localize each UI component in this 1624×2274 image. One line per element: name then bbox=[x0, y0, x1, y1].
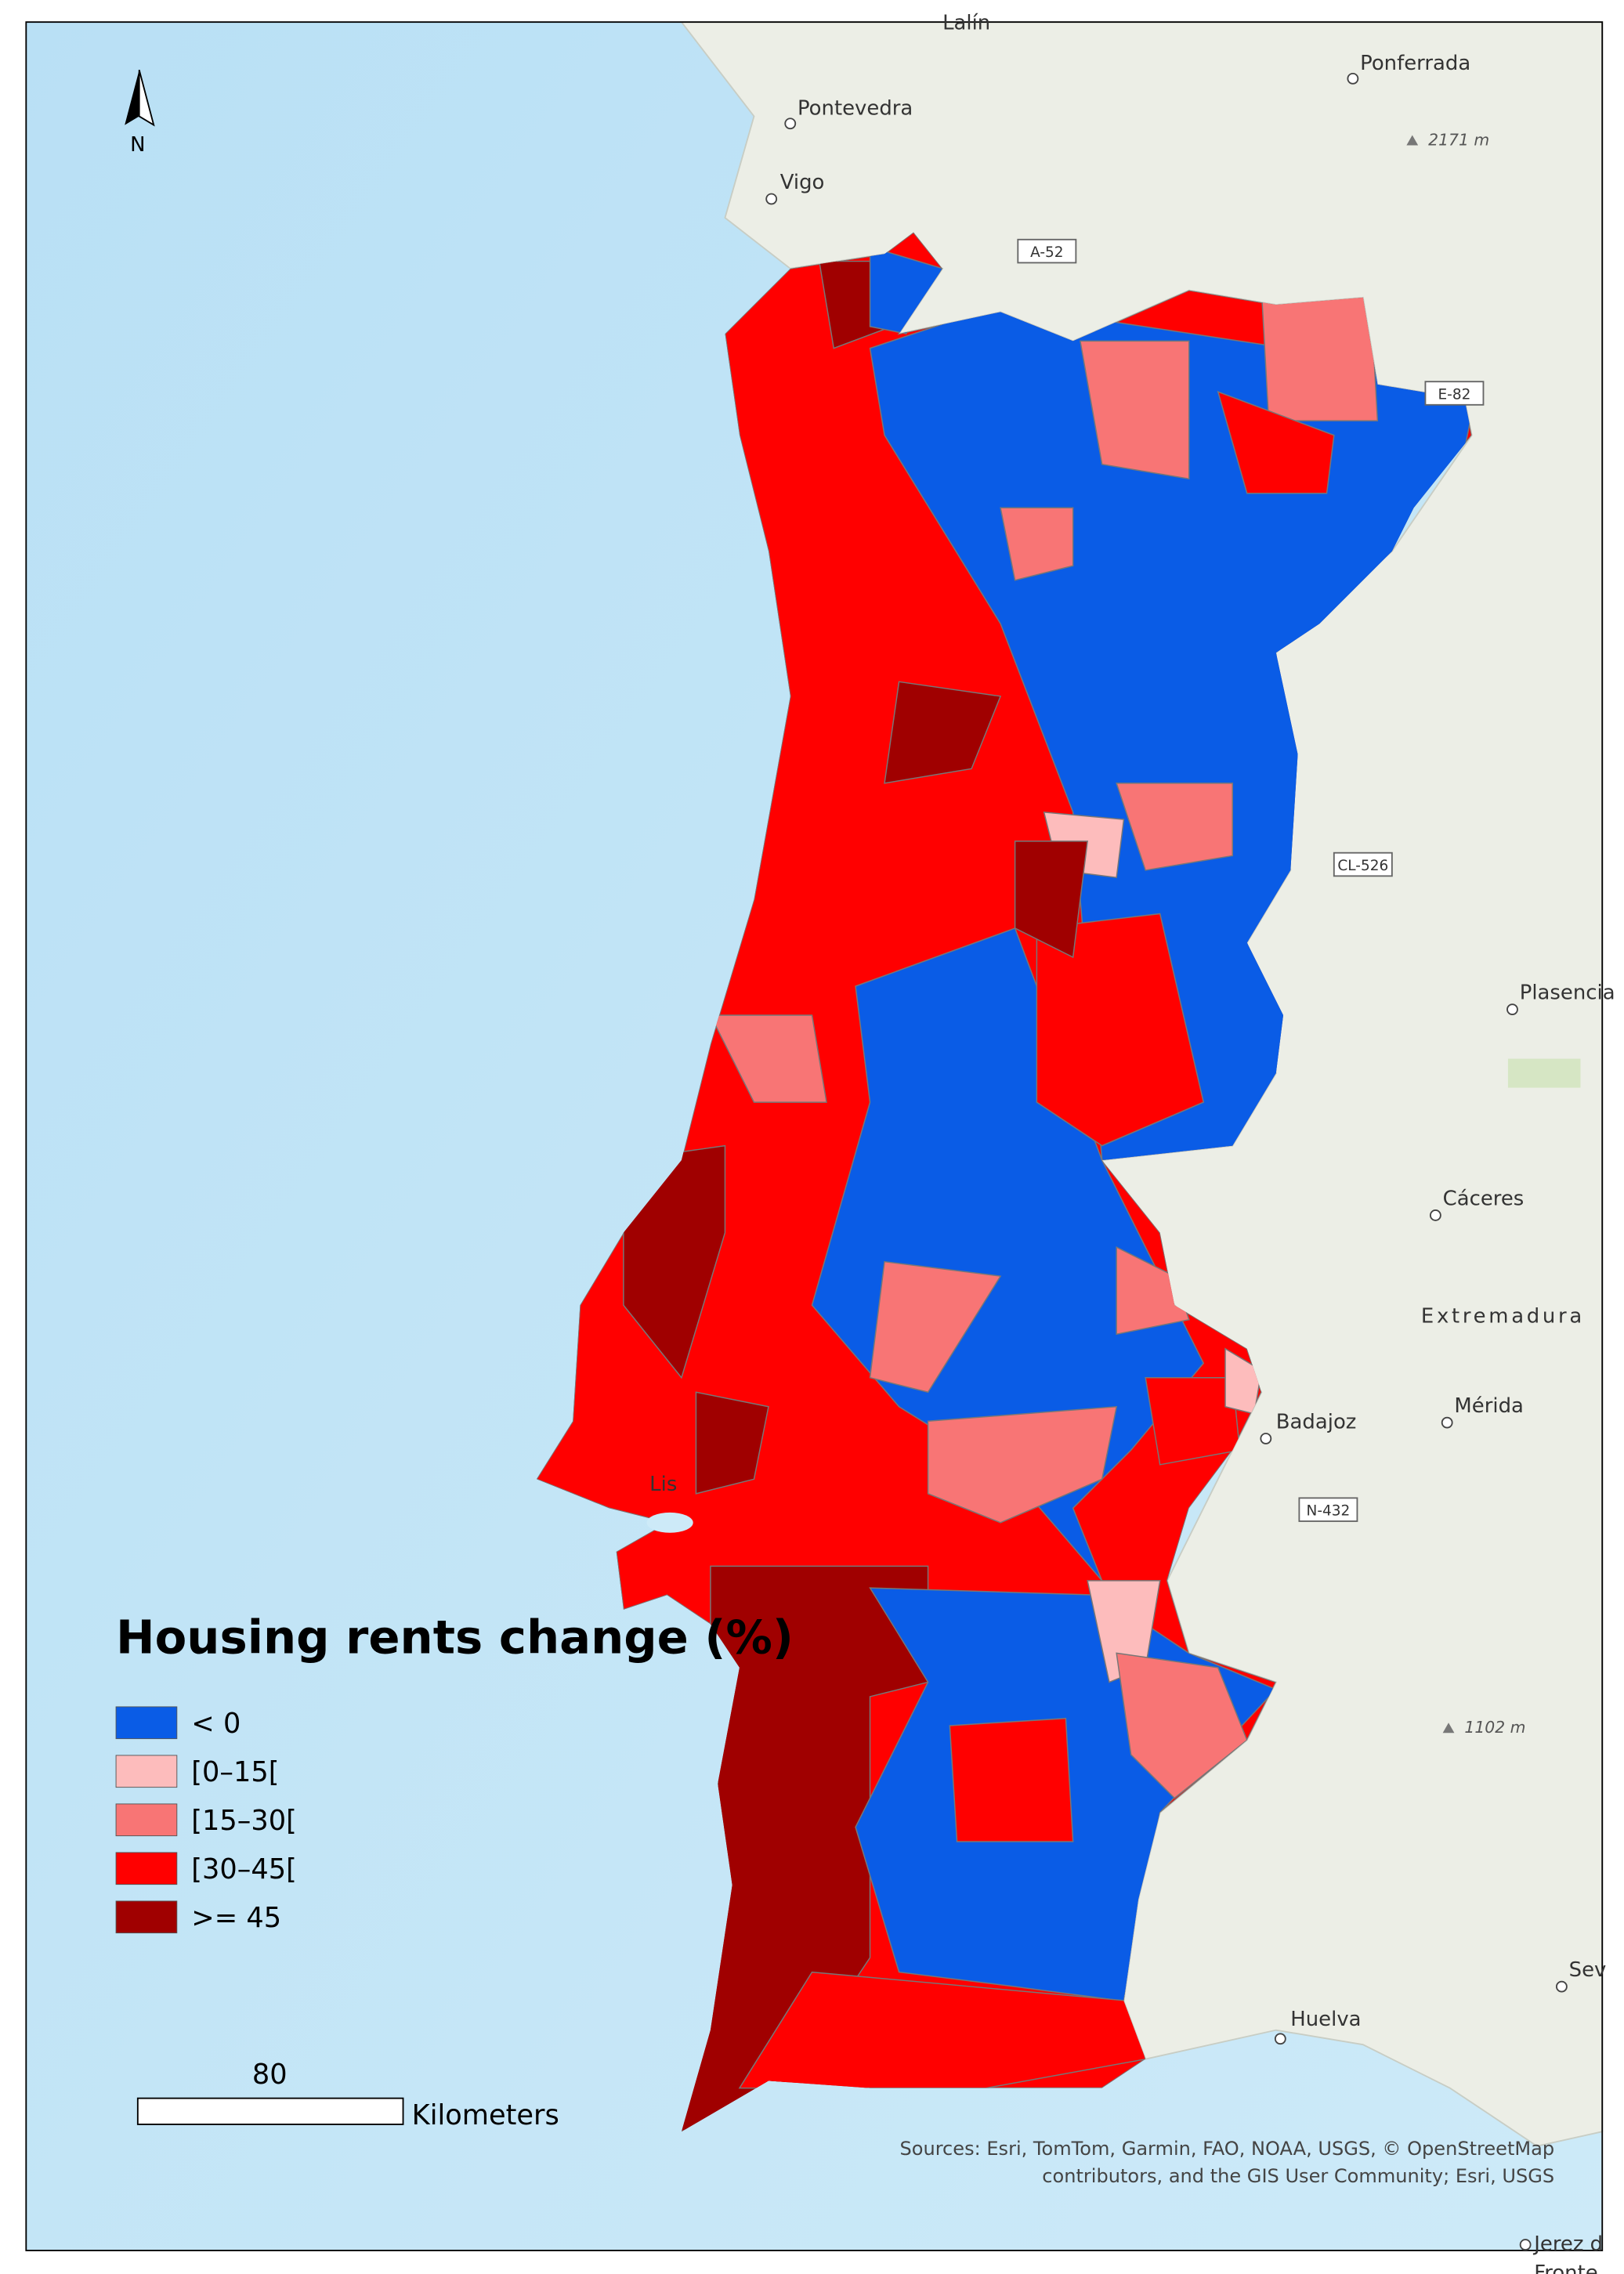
region bbox=[1014, 841, 1089, 959]
region bbox=[1217, 390, 1335, 494]
road-shield bbox=[1333, 851, 1393, 877]
place-dot bbox=[1347, 72, 1359, 85]
place-dot bbox=[765, 193, 778, 205]
region bbox=[869, 1260, 1002, 1394]
place-dot bbox=[1506, 1003, 1518, 1016]
scale-unit: Kilometers bbox=[412, 2099, 559, 2131]
legend-label: >= 45 bbox=[191, 1902, 281, 1934]
north-arrow: N bbox=[125, 70, 155, 157]
attribution-line: Sources: Esri, TomTom, Garmin, FAO, NOAA… bbox=[899, 2138, 1554, 2160]
place-dot bbox=[1429, 1209, 1441, 1221]
region bbox=[949, 1717, 1074, 1842]
road-label: A-52 bbox=[1030, 244, 1063, 261]
place-label: Mérida bbox=[1454, 1394, 1523, 1418]
place-label: Pontevedra bbox=[798, 97, 913, 121]
legend-swatch bbox=[115, 1900, 178, 1934]
road-shield bbox=[1017, 238, 1077, 264]
place-label: Jerez d bbox=[1532, 2232, 1603, 2256]
road-shield bbox=[1424, 381, 1485, 406]
region bbox=[1080, 340, 1190, 480]
place-label: Cáceres bbox=[1443, 1187, 1525, 1210]
legend-title: Housing rents change (%) bbox=[116, 1610, 794, 1664]
region bbox=[623, 1144, 726, 1379]
place-label: Ponferrada bbox=[1360, 52, 1470, 75]
legend-swatch bbox=[115, 1803, 178, 1837]
place-dot bbox=[1441, 1416, 1453, 1429]
region bbox=[869, 246, 944, 334]
place-label: Lalín bbox=[942, 11, 990, 34]
road-label: E-82 bbox=[1438, 386, 1470, 403]
legend-swatch bbox=[115, 1706, 178, 1740]
legend-label: < 0 bbox=[191, 1708, 241, 1740]
place-dot bbox=[1274, 2033, 1286, 2045]
legend-label: [30–45[ bbox=[191, 1853, 296, 1885]
place-label: Badajoz bbox=[1276, 1411, 1357, 1434]
place-label: Huelva bbox=[1290, 2008, 1361, 2031]
north-label: N bbox=[130, 133, 145, 157]
road-label: CL-526 bbox=[1337, 858, 1388, 874]
road-shield bbox=[1298, 1497, 1358, 1522]
peak-marker bbox=[1442, 1723, 1455, 1734]
legend-swatch bbox=[115, 1852, 178, 1885]
place-label: Vigo bbox=[780, 171, 825, 194]
regions bbox=[536, 232, 1472, 2132]
frame bbox=[25, 21, 1604, 2251]
place-label: Plasencia bbox=[1520, 982, 1615, 1005]
legend-swatch bbox=[115, 1755, 178, 1788]
elevation-label: 2171 m bbox=[1428, 130, 1489, 149]
region bbox=[927, 1405, 1118, 1524]
place-dot bbox=[1519, 2239, 1532, 2251]
legend-label: [0–15[ bbox=[191, 1756, 279, 1788]
region bbox=[884, 681, 1002, 784]
region bbox=[738, 1971, 1147, 2089]
elevation-label: 1102 m bbox=[1464, 1718, 1525, 1737]
place-label: Lis bbox=[649, 1473, 677, 1496]
peak-marker bbox=[1406, 135, 1419, 146]
park bbox=[1507, 1058, 1581, 1088]
place-label: Sev bbox=[1569, 1958, 1607, 1982]
place-dot bbox=[1260, 1433, 1272, 1444]
place-label: Fronte bbox=[1534, 2261, 1597, 2274]
estuary bbox=[646, 1512, 693, 1533]
legend-label: [15–30[ bbox=[191, 1805, 296, 1837]
region bbox=[1116, 1245, 1190, 1336]
region bbox=[1036, 913, 1205, 1147]
region-label: Extremadura bbox=[1421, 1304, 1585, 1328]
legend: < 0 [0–15[ [15–30[ [30–45[ >= 45 bbox=[115, 1706, 297, 1934]
place-dot bbox=[784, 117, 797, 130]
scale-value: 80 bbox=[252, 2059, 288, 2091]
region bbox=[695, 1391, 769, 1495]
scale-bar bbox=[136, 2097, 404, 2125]
region bbox=[1116, 1652, 1248, 1799]
region bbox=[709, 1014, 827, 1103]
place-dot bbox=[1556, 1980, 1568, 1993]
region bbox=[1000, 507, 1074, 581]
road-label: N-432 bbox=[1307, 1503, 1351, 1520]
region bbox=[1260, 289, 1379, 421]
attribution-line: contributors, and the GIS User Community… bbox=[1042, 2165, 1554, 2187]
region bbox=[1116, 783, 1233, 871]
